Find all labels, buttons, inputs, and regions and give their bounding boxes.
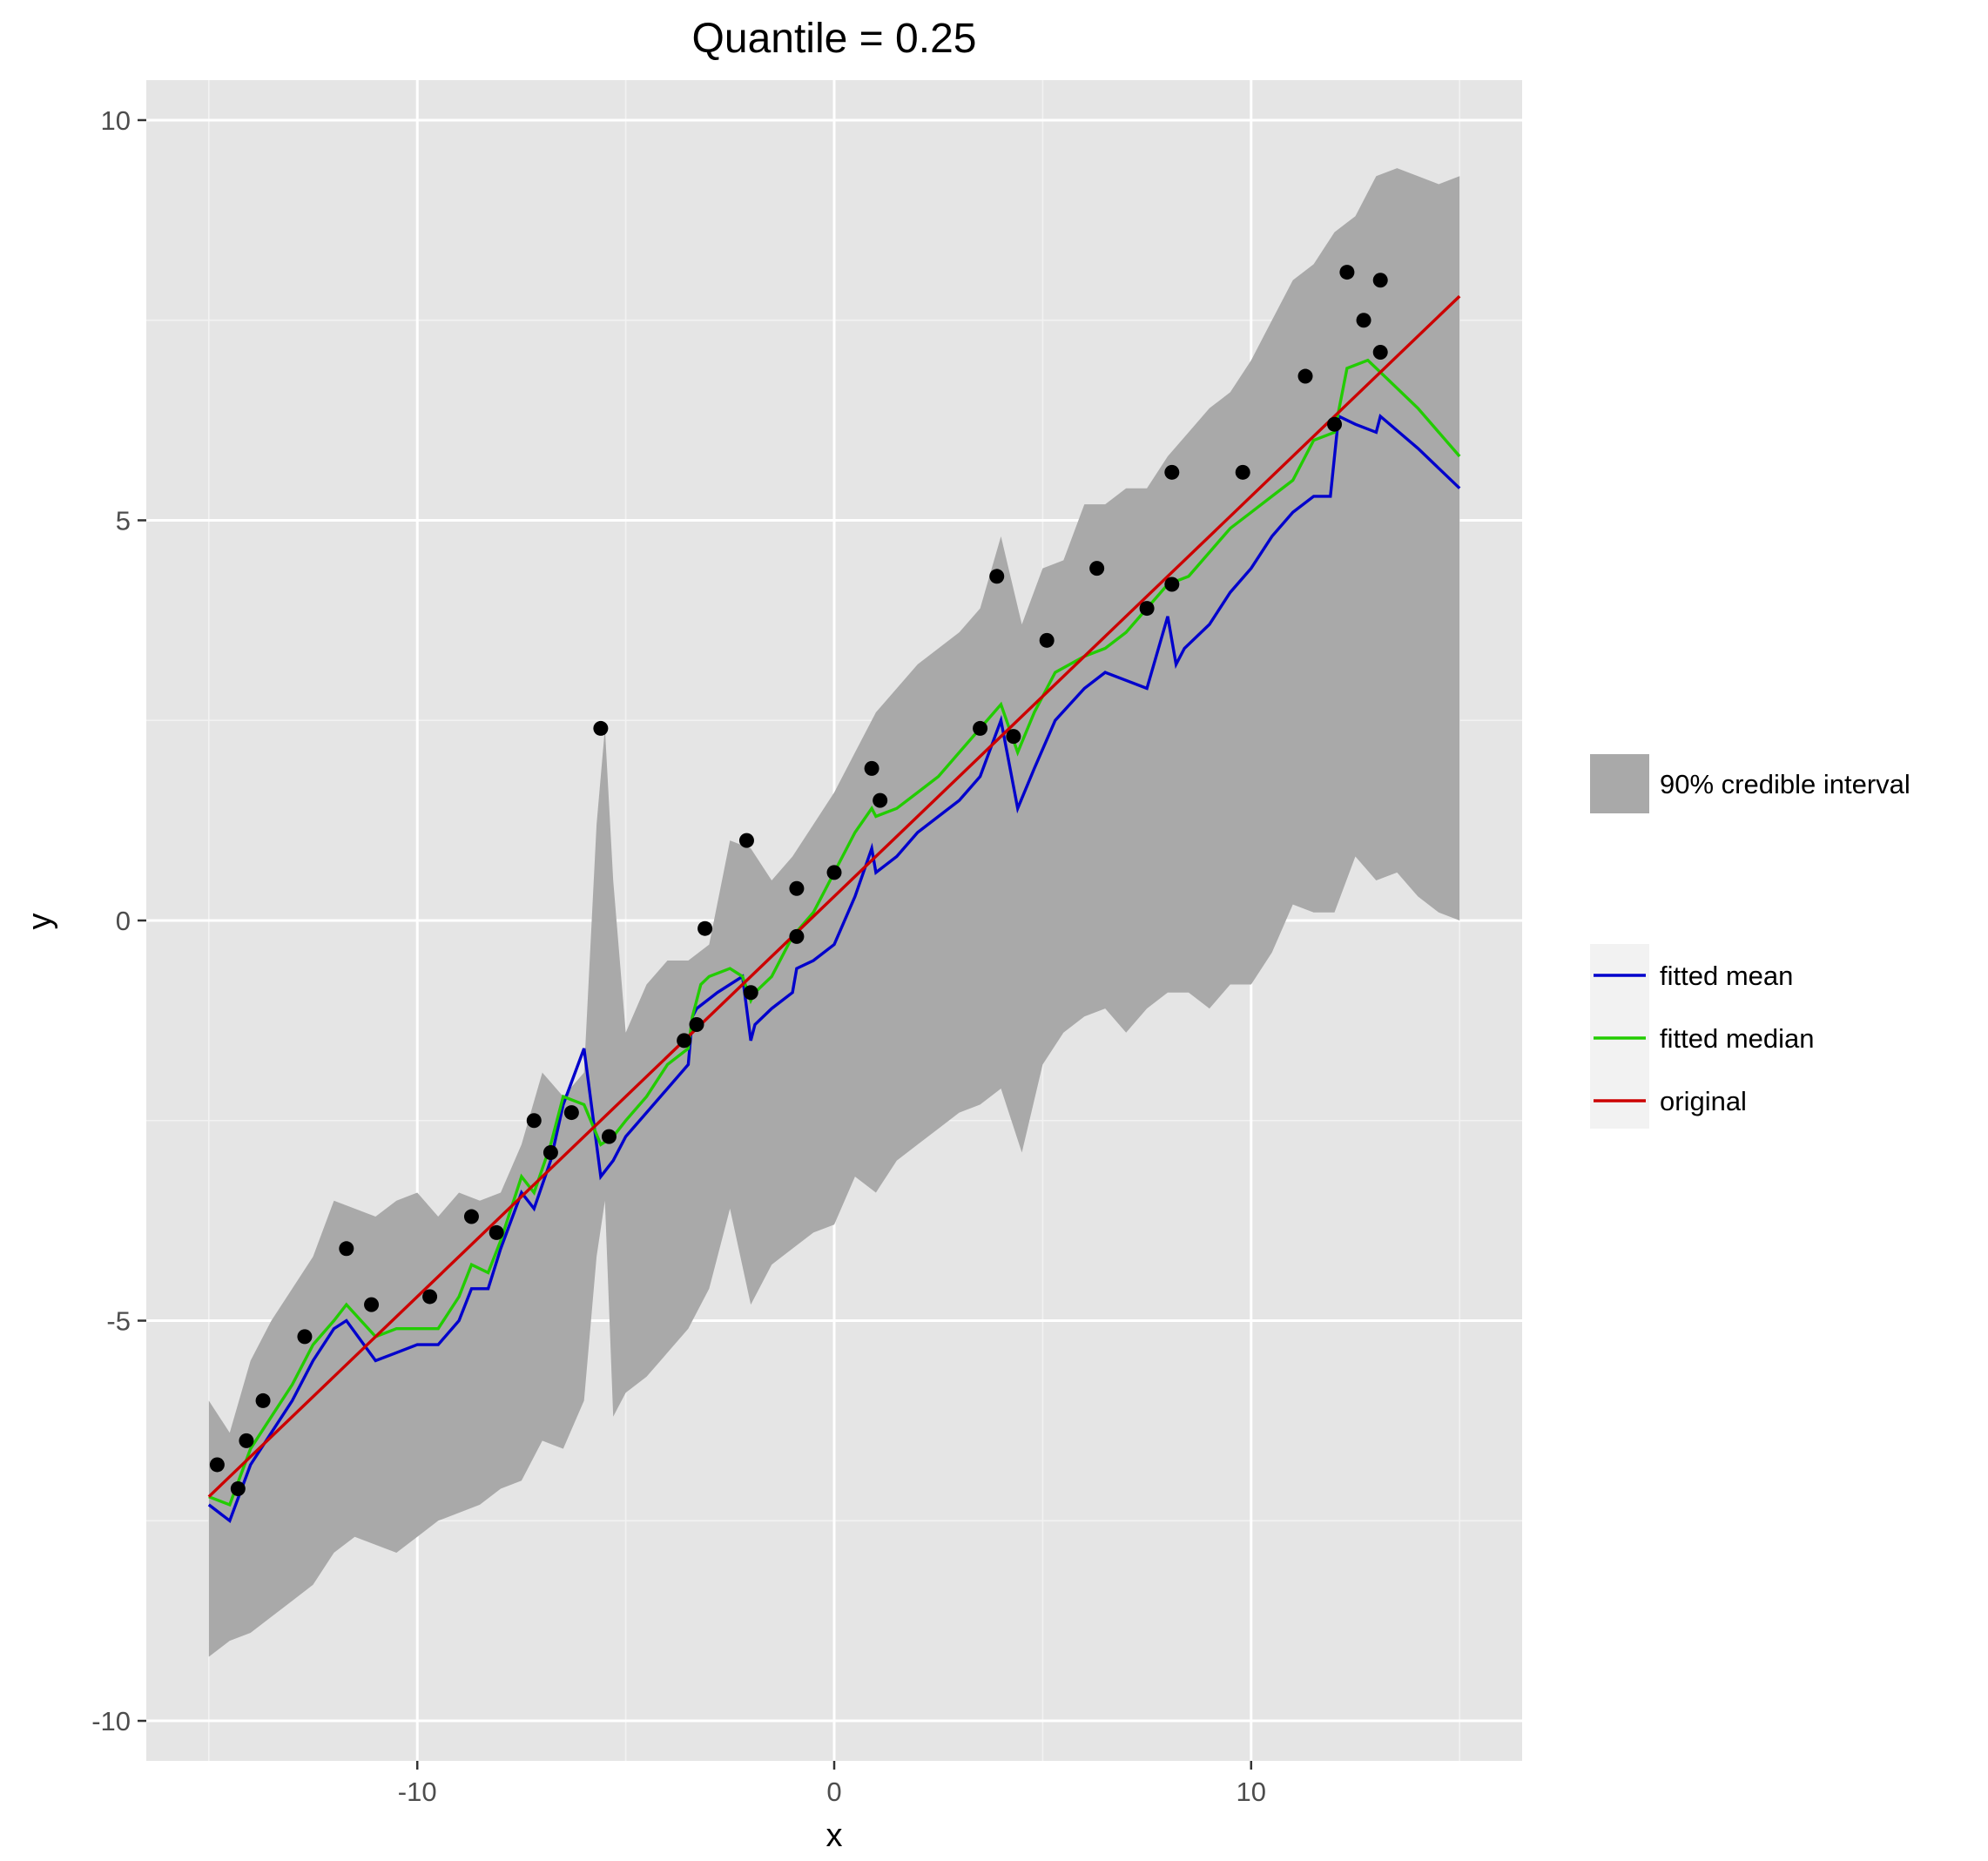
data-point (1327, 416, 1343, 432)
legend-original-label: original (1660, 1086, 1747, 1116)
original-line (207, 294, 1461, 1498)
data-point (1372, 273, 1388, 288)
x-tick-label: 10 (1237, 1777, 1266, 1807)
data-point (1372, 344, 1388, 360)
legend-band-label: 90% credible interval (1660, 769, 1911, 799)
legend: 90% credible interval fitted mean fitted… (1590, 754, 1911, 1129)
data-point (526, 1113, 542, 1129)
x-tick-label: 0 (826, 1777, 841, 1807)
y-axis-ticks: 10 5 0 -5 -10 (91, 105, 146, 1736)
data-point (489, 1224, 504, 1240)
data-point (1039, 632, 1055, 648)
observed-points (209, 265, 1388, 1497)
data-point (873, 792, 888, 808)
data-point (1356, 313, 1371, 328)
fitted-median-line (208, 358, 1461, 1507)
data-point (789, 880, 805, 896)
fitted-mean-line (207, 413, 1461, 1524)
data-point (1164, 577, 1180, 592)
y-tick-label: -5 (106, 1306, 131, 1337)
data-point (697, 920, 713, 936)
data-point (593, 720, 609, 736)
data-point (864, 760, 879, 776)
legend-median-label: fitted median (1660, 1023, 1815, 1054)
data-point (743, 985, 758, 1001)
chart-title: Quantile = 0.25 (692, 16, 977, 62)
data-point (364, 1297, 380, 1312)
data-point (738, 833, 754, 848)
x-axis-ticks: -10 0 10 (398, 1761, 1266, 1807)
data-point (689, 1016, 704, 1032)
data-point (989, 569, 1005, 584)
data-point (230, 1481, 246, 1497)
data-point (239, 1433, 254, 1448)
y-axis-label: y (22, 914, 58, 930)
data-point (297, 1329, 313, 1345)
data-point (601, 1129, 617, 1144)
data-point (1339, 265, 1355, 280)
data-point (973, 720, 988, 736)
legend-mean-label: fitted mean (1660, 961, 1793, 991)
data-point (1089, 561, 1105, 577)
y-tick-label: 5 (116, 505, 131, 536)
data-point (677, 1033, 692, 1048)
data-point (542, 1145, 558, 1161)
y-tick-label: -10 (91, 1706, 131, 1736)
y-tick-label: 10 (101, 105, 131, 136)
data-point (1297, 368, 1313, 384)
data-point (1006, 729, 1021, 745)
data-point (422, 1289, 438, 1305)
data-point (255, 1392, 271, 1408)
data-point (1164, 464, 1180, 480)
data-point (1235, 464, 1250, 480)
y-tick-label: 0 (116, 906, 131, 936)
data-point (826, 865, 842, 880)
data-point (563, 1105, 579, 1121)
data-point (209, 1457, 225, 1473)
data-point (463, 1209, 479, 1224)
credible-interval-band (208, 168, 1460, 1657)
legend-band-key (1590, 754, 1649, 813)
data-point (1139, 601, 1155, 617)
x-axis-label: x (826, 1817, 843, 1854)
data-point (789, 928, 805, 944)
x-tick-label: -10 (398, 1777, 437, 1807)
data-point (339, 1241, 354, 1257)
